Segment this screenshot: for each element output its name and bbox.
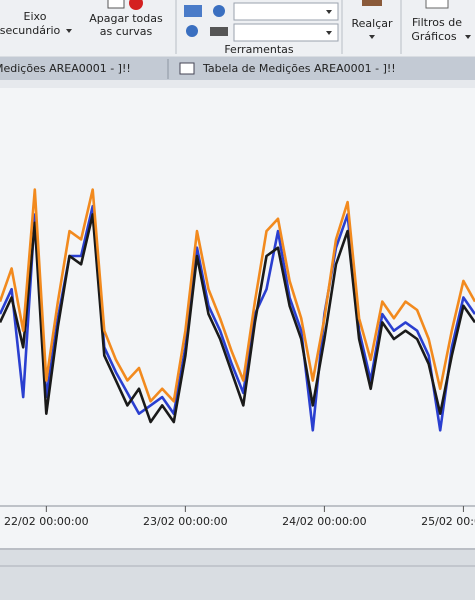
- series-line: [0, 213, 475, 424]
- tab[interactable]: Medições AREA0001 - ]!!: [0, 62, 131, 75]
- dropdown[interactable]: [233, 23, 339, 42]
- clear-button[interactable]: as curvas: [100, 25, 153, 38]
- tab-bar: [0, 57, 475, 80]
- series-line: [0, 188, 475, 403]
- dropdown-arrow: [326, 10, 332, 14]
- x-tick-label: 22/02 00:00:00: [4, 515, 89, 528]
- dropdown[interactable]: [233, 2, 339, 21]
- dropdown-arrow: [66, 29, 72, 33]
- filters-button[interactable]: Filtros de: [412, 16, 462, 29]
- x-tick-label: 24/02 00:00:00: [282, 515, 367, 528]
- dropdown-arrow: [465, 35, 471, 39]
- dropdown-arrow: [369, 35, 375, 39]
- icon: [184, 5, 202, 17]
- axis-button[interactable]: secundário: [0, 24, 61, 37]
- plot: 22/02 00:00:00 23/02 00:00:00 24/02 00:00:…: [0, 188, 475, 528]
- strip: [0, 80, 475, 88]
- icon: [362, 0, 382, 6]
- filters-button[interactable]: Gráficos: [411, 30, 456, 43]
- series-line: [0, 204, 475, 432]
- icon: [213, 5, 225, 17]
- x-tick-label: 23/02 00:00:00: [143, 515, 228, 528]
- icon: [107, 0, 125, 9]
- tab[interactable]: Tabela de Medições AREA0001 - ]!!: [202, 62, 396, 75]
- axis-button[interactable]: Eixo: [24, 10, 47, 23]
- icon: [186, 25, 198, 37]
- icon: [129, 0, 143, 10]
- group-label: Ferramentas: [224, 43, 294, 56]
- icon: [425, 0, 449, 9]
- x-tick-label: 25/02 00:00:00: [421, 515, 475, 528]
- highlight-button[interactable]: Realçar: [351, 17, 393, 30]
- table-icon: [179, 62, 195, 75]
- icon: [210, 27, 228, 36]
- chart-area: [0, 88, 475, 548]
- clear-button[interactable]: Apagar todas: [89, 12, 163, 25]
- dropdown-arrow: [326, 31, 332, 35]
